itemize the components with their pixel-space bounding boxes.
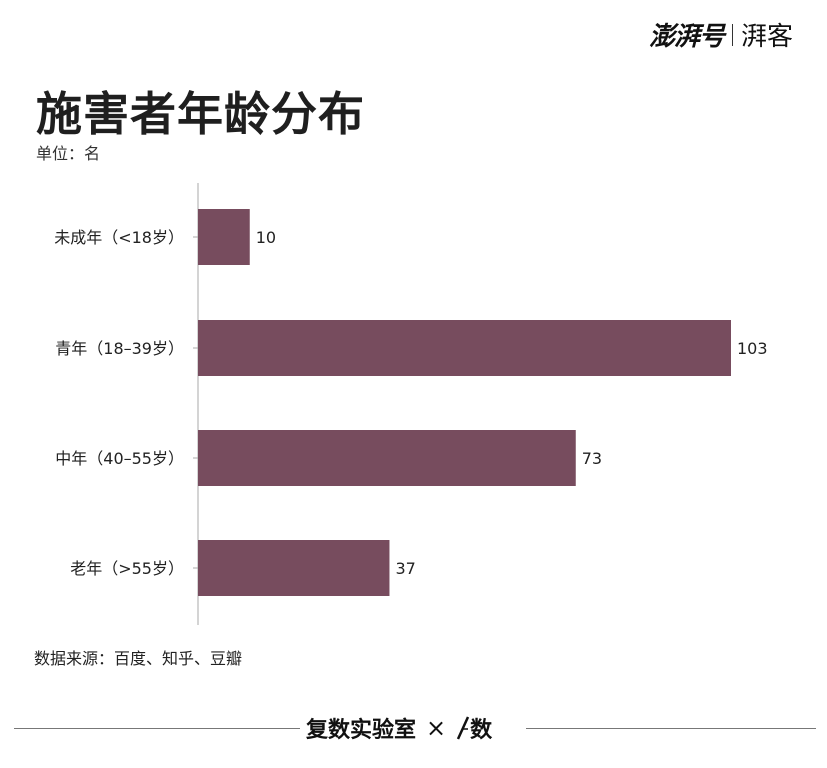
footer-right-brand-wrap: 数 <box>456 712 492 744</box>
brand-logo: 澎湃号 湃客 <box>649 16 793 53</box>
category-label: 老年（>55岁） <box>70 559 184 578</box>
footer-right-brand: 数 <box>470 718 493 743</box>
bar <box>198 209 250 265</box>
footer-left-brand: 复数实验室 <box>306 718 417 743</box>
category-label: 未成年（<18岁） <box>54 228 184 247</box>
bar <box>198 430 576 486</box>
brand-main-text: 澎湃号 <box>648 22 725 52</box>
category-label: 中年（40–55岁） <box>55 449 184 468</box>
brand-separator <box>731 23 733 46</box>
bar <box>198 320 731 376</box>
brand-sub-text: 湃客 <box>740 22 793 52</box>
value-label: 73 <box>582 449 602 468</box>
footer-times-sign: × <box>426 714 447 742</box>
value-label: 37 <box>395 559 415 578</box>
category-label: 青年（18–39岁） <box>55 339 184 358</box>
footer-brands: 复数实验室 × 数 <box>306 712 492 744</box>
value-label: 10 <box>256 228 276 247</box>
chart-subtitle: 单位：名 <box>36 144 101 163</box>
footer-divider-right <box>526 728 816 729</box>
chart-title: 施害者年龄分布 <box>36 87 365 141</box>
footer-divider-left <box>14 728 300 729</box>
value-label: 103 <box>737 339 768 358</box>
bar-chart: 未成年（<18岁） 10 青年（18–39岁） 103 中年（40–55岁） 73 老年（>… <box>54 183 768 625</box>
data-source: 数据来源：百度、知乎、豆瓣 <box>34 649 243 668</box>
slash-logo-icon <box>456 716 470 740</box>
bar <box>198 540 390 596</box>
